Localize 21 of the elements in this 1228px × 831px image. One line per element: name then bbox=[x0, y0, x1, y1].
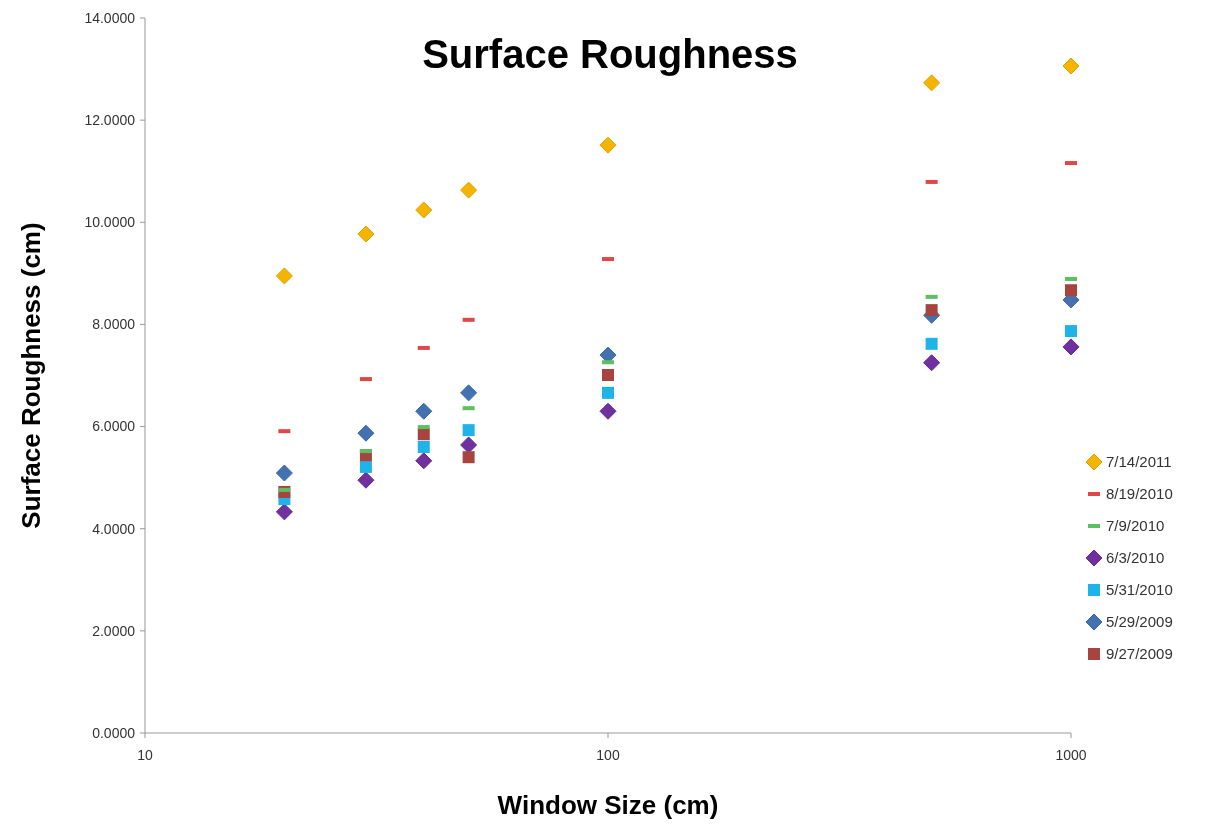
legend-label: 9/27/2009 bbox=[1106, 645, 1173, 663]
y-tick-label: 12.0000 bbox=[84, 112, 136, 129]
legend-label: 8/19/2010 bbox=[1106, 485, 1173, 503]
x-tick-label: 100 bbox=[596, 747, 620, 763]
y-tick-label: 10.0000 bbox=[84, 214, 136, 231]
y-tick-label: 2.0000 bbox=[92, 622, 136, 639]
y-axis-title: Surface Roughness (cm) bbox=[16, 222, 46, 529]
y-tick-label: 8.0000 bbox=[92, 316, 136, 333]
x-tick-label: 10 bbox=[137, 747, 153, 763]
chart-title: Surface Roughness bbox=[422, 32, 798, 76]
legend-label: 5/31/2010 bbox=[1106, 581, 1173, 599]
x-tick-label: 1000 bbox=[1055, 747, 1087, 763]
y-tick-label: 6.0000 bbox=[92, 418, 136, 435]
legend-label: 7/9/2010 bbox=[1106, 517, 1165, 535]
legend-label: 7/14/2011 bbox=[1106, 453, 1172, 471]
y-tick-label: 14.0000 bbox=[84, 9, 136, 26]
y-tick-label: 0.0000 bbox=[92, 724, 136, 741]
y-tick-label: 4.0000 bbox=[92, 520, 136, 537]
legend-label: 6/3/2010 bbox=[1106, 549, 1165, 567]
x-axis-title: Window Size (cm) bbox=[497, 790, 719, 820]
legend-label: 5/29/2009 bbox=[1106, 613, 1173, 631]
